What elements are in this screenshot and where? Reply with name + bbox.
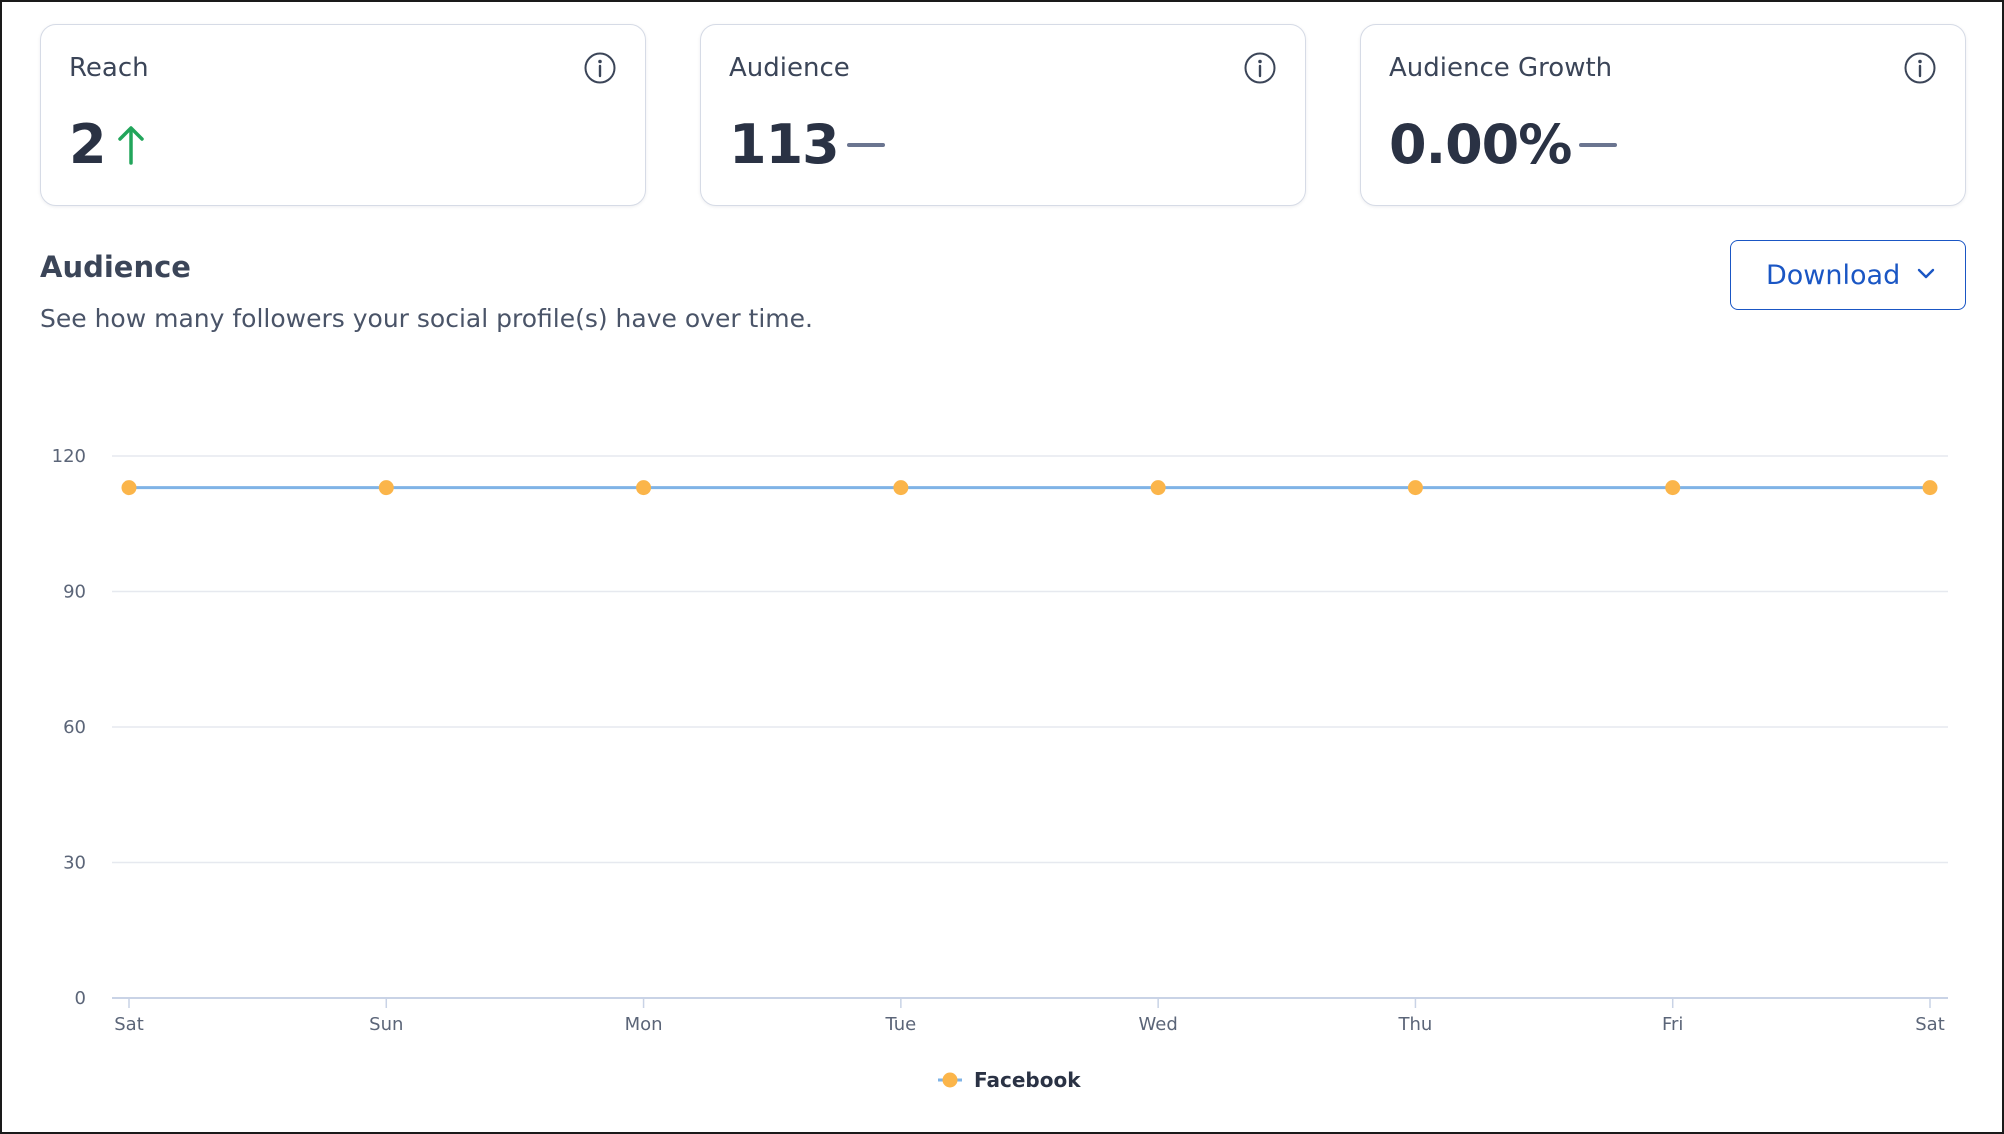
section-description: See how many followers your social profi… xyxy=(40,304,813,333)
trend-flat-dash-icon xyxy=(1579,142,1618,147)
info-icon[interactable] xyxy=(1903,51,1937,85)
audience-card-title: Audience xyxy=(729,53,850,83)
info-icon[interactable] xyxy=(583,51,617,85)
x-tick-label: Sun xyxy=(369,1014,403,1035)
audience-growth-card-value-row: 0.00% xyxy=(1389,113,1618,176)
audience-line-chart: 0 30 60 90 120 Sat Sun Mon Tue Wed Thu Fri Sat Facebo… xyxy=(52,446,1948,1092)
download-button-label: Download xyxy=(1766,259,1901,291)
reach-card-value-row: 2 xyxy=(69,113,146,176)
data-point xyxy=(893,480,909,496)
legend-label-facebook: Facebook xyxy=(974,1068,1081,1092)
download-button[interactable]: Download xyxy=(1730,240,1966,310)
x-tick-label: Mon xyxy=(625,1014,663,1035)
data-point xyxy=(121,480,137,496)
info-icon[interactable] xyxy=(1243,51,1277,85)
y-tick-label: 30 xyxy=(63,853,86,874)
data-point xyxy=(636,480,652,496)
reach-card-title: Reach xyxy=(69,53,149,83)
reach-card: Reach 2 xyxy=(40,24,646,206)
data-point xyxy=(1150,480,1166,496)
x-tick-label: Wed xyxy=(1139,1014,1178,1035)
audience-card-value-row: 113 xyxy=(729,113,885,176)
x-tick-label: Thu xyxy=(1398,1014,1433,1035)
y-tick-label: 90 xyxy=(63,582,86,603)
data-point xyxy=(378,480,394,496)
x-tick-label: Fri xyxy=(1662,1014,1683,1035)
section-title: Audience xyxy=(40,250,191,284)
reach-value: 2 xyxy=(69,113,107,176)
data-point xyxy=(1665,480,1681,496)
legend-marker xyxy=(942,1072,958,1088)
x-tick-label: Tue xyxy=(884,1014,916,1035)
audience-growth-value: 0.00% xyxy=(1389,113,1572,176)
data-point xyxy=(1922,480,1938,496)
chevron-down-icon xyxy=(1917,268,1935,279)
data-point xyxy=(1407,480,1423,496)
x-tick-label: Sat xyxy=(1915,1014,1945,1035)
audience-card: Audience 113 xyxy=(700,24,1306,206)
y-tick-label: 120 xyxy=(52,446,86,467)
y-tick-label: 0 xyxy=(75,988,86,1009)
audience-growth-card: Audience Growth 0.00% xyxy=(1360,24,1966,206)
trend-up-arrow-icon xyxy=(117,125,144,165)
x-tick-label: Sat xyxy=(114,1014,144,1035)
y-tick-label: 60 xyxy=(63,717,86,738)
audience-growth-card-title: Audience Growth xyxy=(1389,53,1613,83)
trend-flat-dash-icon xyxy=(846,142,885,147)
audience-value: 113 xyxy=(729,113,840,176)
